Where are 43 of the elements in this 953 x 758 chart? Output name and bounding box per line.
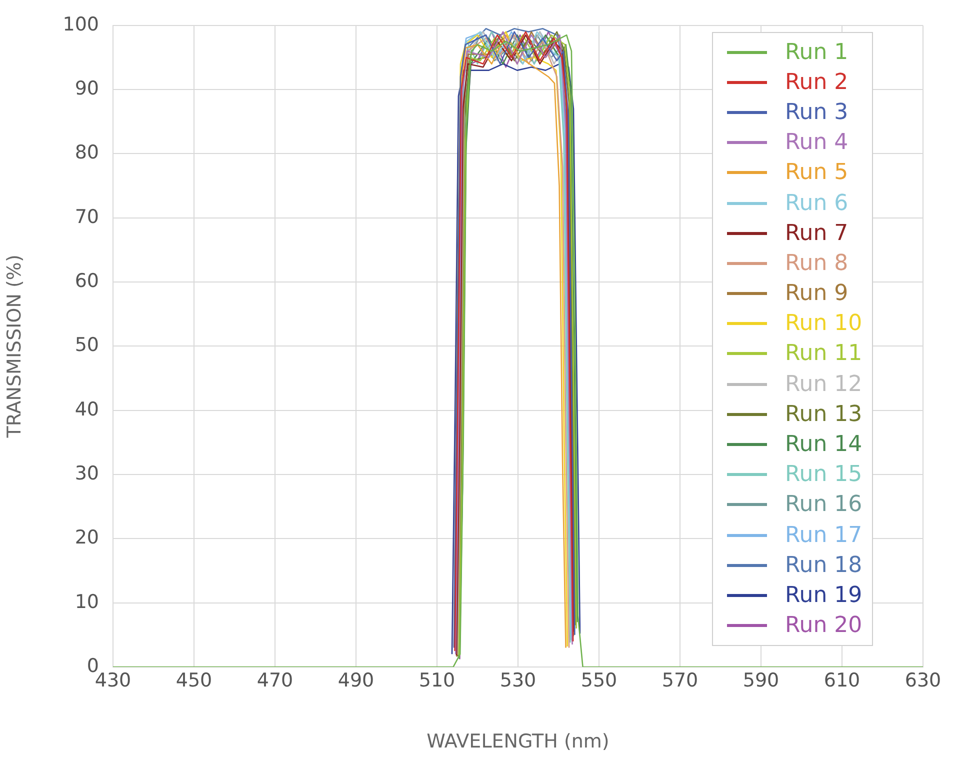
y-axis-title: TRANSMISSION (%) xyxy=(3,254,26,439)
legend-label: Run 12 xyxy=(785,372,862,397)
x-axis-title: WAVELENGTH (nm) xyxy=(426,730,610,753)
x-tick-label: 450 xyxy=(176,669,212,692)
y-tick-label: 30 xyxy=(74,462,99,484)
x-tick-label: 570 xyxy=(662,669,698,692)
legend-label: Run 15 xyxy=(785,462,862,488)
x-tick-label: 630 xyxy=(904,669,942,692)
y-tick-label: 0 xyxy=(86,654,99,677)
x-tick-label: 470 xyxy=(256,669,294,692)
x-tick-label: 490 xyxy=(338,669,374,692)
legend-label: Run 1 xyxy=(785,40,848,65)
legend-label: Run 14 xyxy=(785,432,862,458)
legend-label: Run 3 xyxy=(785,100,848,125)
x-tick-label: 550 xyxy=(580,669,618,692)
y-tick-label: 70 xyxy=(74,206,99,228)
y-tick-label: 40 xyxy=(74,398,99,420)
legend-label: Run 7 xyxy=(785,220,848,246)
legend-label: Run 5 xyxy=(785,160,848,186)
y-tick-label: 100 xyxy=(62,13,99,36)
legend-label: Run 13 xyxy=(785,402,862,427)
x-tick-label: 590 xyxy=(742,669,780,692)
legend-label: Run 6 xyxy=(785,190,848,216)
legend-label: Run 20 xyxy=(785,613,862,638)
legend-label: Run 10 xyxy=(785,311,862,336)
legend-label: Run 18 xyxy=(785,552,862,578)
y-tick-label: 20 xyxy=(74,526,99,549)
x-tick-label: 510 xyxy=(418,669,456,692)
legend-label: Run 19 xyxy=(785,582,862,608)
legend-label: Run 9 xyxy=(785,281,848,306)
y-tick-label: 90 xyxy=(74,77,99,100)
legend-label: Run 4 xyxy=(785,130,848,156)
y-tick-label: 80 xyxy=(74,142,99,164)
legend-label: Run 8 xyxy=(785,250,848,276)
legend-label: Run 2 xyxy=(785,70,848,95)
legend-label: Run 16 xyxy=(785,492,862,518)
legend-label: Run 17 xyxy=(785,522,862,548)
x-tick-label: 610 xyxy=(824,669,860,692)
y-tick-label: 10 xyxy=(74,590,99,613)
legend-label: Run 11 xyxy=(785,341,862,366)
y-tick-label: 60 xyxy=(74,270,99,292)
y-tick-label: 50 xyxy=(74,334,99,356)
x-tick-label: 530 xyxy=(500,669,536,692)
